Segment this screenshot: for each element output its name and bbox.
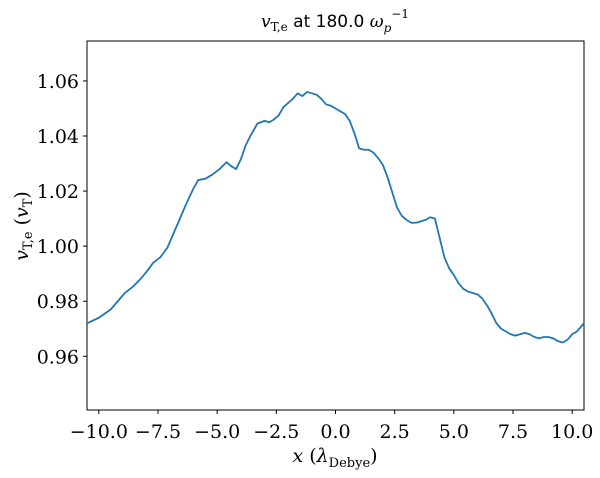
- x-tick-label: 10.0: [551, 421, 593, 443]
- x-tick-label: −10.0: [70, 421, 128, 443]
- x-axis-label: x (λDebye): [292, 445, 377, 471]
- title-omega-subscript: p: [384, 21, 392, 35]
- y-axis-label: vT,e (vT): [11, 191, 36, 261]
- x-tick-label: 7.5: [498, 421, 528, 443]
- ylabel-var: v: [11, 250, 33, 261]
- y-tick-label: 0.96: [37, 346, 79, 368]
- y-tick-label: 1.06: [37, 71, 79, 93]
- x-tick-label: 5.0: [439, 421, 469, 443]
- title-omega-superscript: −1: [391, 7, 409, 21]
- x-tick-label: −7.5: [135, 421, 181, 443]
- ylabel-unit-subscript: T: [21, 198, 36, 207]
- xlabel-subscript: Debye: [329, 456, 371, 471]
- chart-title: vT,e at 180.0 ωp−1: [261, 7, 409, 35]
- title-var-subscript: T,e: [271, 20, 288, 34]
- title-mid: at 180.0: [288, 12, 370, 32]
- ylabel-subscript: T,e: [21, 231, 36, 250]
- x-tick-label: −5.0: [194, 421, 240, 443]
- title-var: v: [261, 12, 271, 32]
- x-axis-ticks: −10.0 −7.5 −5.0 −2.5 0.0 2.5 5.0 7.5 10.0: [70, 410, 593, 443]
- ylabel-open-paren: (: [11, 218, 33, 231]
- xlabel-open-paren: (: [303, 445, 316, 467]
- title-omega: ω: [370, 12, 384, 32]
- y-tick-label: 1.04: [37, 126, 79, 148]
- ylabel-unit-var: v: [11, 207, 33, 218]
- xlabel-var: x: [292, 445, 303, 467]
- xlabel-close-paren: ): [370, 445, 377, 467]
- series-line: [86, 91, 585, 344]
- y-axis-ticks: 0.96 0.98 1.00 1.02 1.04 1.06: [37, 71, 87, 368]
- xlabel-lambda: λ: [316, 445, 329, 467]
- x-tick-label: 0.0: [320, 421, 350, 443]
- x-tick-label: 2.5: [380, 421, 410, 443]
- plot-area: [86, 40, 585, 411]
- y-tick-label: 1.00: [37, 236, 79, 258]
- y-tick-label: 1.02: [37, 181, 79, 203]
- y-tick-label: 0.98: [37, 291, 79, 313]
- ylabel-close-paren: ): [11, 191, 33, 198]
- x-tick-label: −2.5: [253, 421, 299, 443]
